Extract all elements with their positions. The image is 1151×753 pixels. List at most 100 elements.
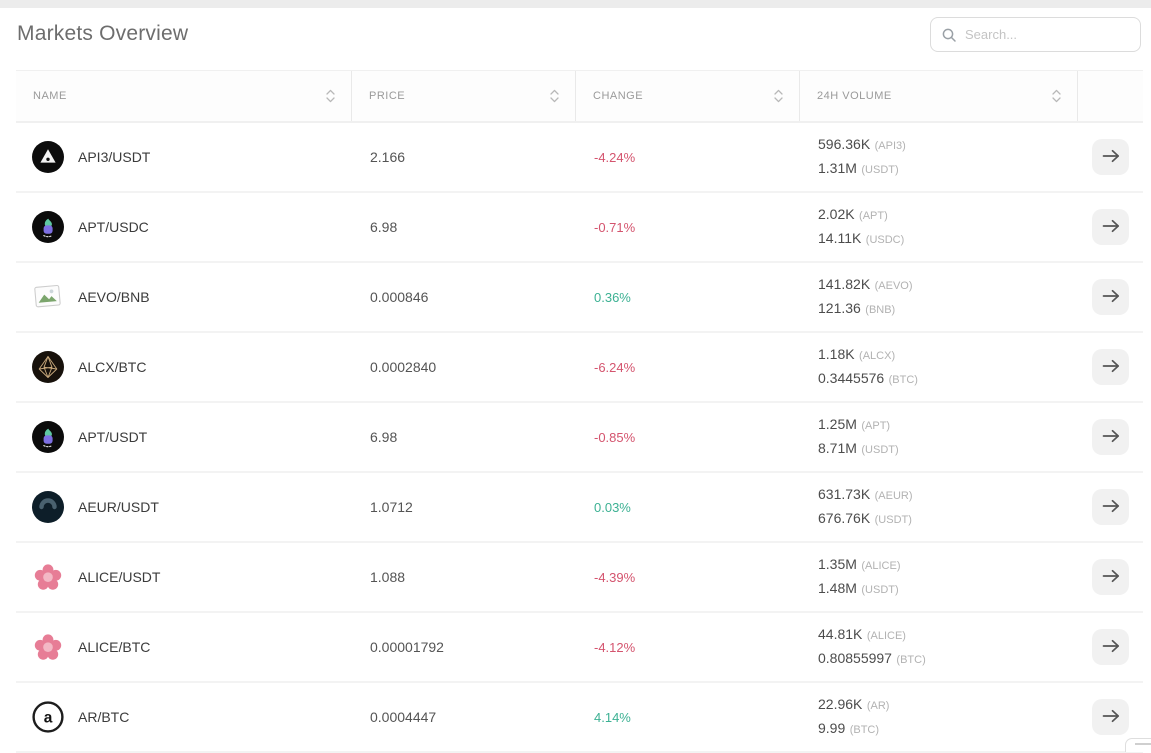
open-market-button[interactable]: [1092, 699, 1129, 735]
top-edge-strip: [0, 0, 1151, 8]
change-value: 0.03%: [594, 500, 631, 515]
table-row[interactable]: ALCX/BTC 0.0002840 -6.24% 1.18K (ALCX) 0…: [16, 333, 1143, 403]
bottom-right-peek-panel: [1125, 738, 1151, 752]
arrow-right-icon: [1102, 359, 1120, 376]
sort-icon: [1052, 89, 1061, 103]
volume-quote-value: 8.71M: [818, 440, 857, 456]
column-header-label: CHANGE: [593, 90, 644, 102]
pair-label: API3/USDT: [78, 149, 151, 165]
price-value: 1.0712: [370, 499, 413, 515]
volume-quote-value: 9.99: [818, 720, 846, 736]
volume-base-value: 44.81K: [818, 626, 863, 642]
open-market-button[interactable]: [1092, 629, 1129, 665]
column-header-name[interactable]: NAME: [16, 71, 352, 121]
volume-quote-value: 676.76K: [818, 510, 871, 526]
sort-icon: [774, 89, 783, 103]
volume-quote-unit: (USDC): [865, 234, 905, 246]
volume-base-value: 1.18K: [818, 346, 855, 362]
arrow-right-icon: [1102, 569, 1120, 586]
column-header-label: 24H VOLUME: [817, 90, 892, 102]
open-market-button[interactable]: [1092, 559, 1129, 595]
volume-quote-unit: (USDT): [861, 444, 899, 456]
broken-image-coin-icon: [32, 281, 64, 313]
sort-icon: [550, 89, 559, 103]
volume-base-unit: (APT): [861, 420, 891, 432]
column-header-price[interactable]: PRICE: [352, 71, 576, 121]
open-market-button[interactable]: [1092, 489, 1129, 525]
search-box[interactable]: [930, 17, 1141, 52]
apt-coin-icon: [32, 421, 64, 453]
pair-label: APT/USDT: [78, 429, 148, 445]
svg-text:a: a: [44, 710, 53, 727]
price-value: 0.0002840: [370, 359, 437, 375]
volume-quote-value: 0.3445576: [818, 370, 885, 386]
open-market-button[interactable]: [1092, 139, 1129, 175]
open-market-button[interactable]: [1092, 349, 1129, 385]
pair-label: ALICE/USDT: [78, 569, 161, 585]
volume-base-unit: (ALCX): [859, 350, 896, 362]
price-value: 0.0004447: [370, 709, 437, 725]
change-value: -6.24%: [594, 360, 636, 375]
volume-base-value: 596.36K: [818, 136, 871, 152]
arrow-right-icon: [1102, 219, 1120, 236]
volume-quote-unit: (BTC): [896, 654, 926, 666]
pair-label: APT/USDC: [78, 219, 149, 235]
arrow-right-icon: [1102, 639, 1120, 656]
table-row[interactable]: AEVO/BNB 0.000846 0.36% 141.82K (AEVO) 1…: [16, 263, 1143, 333]
table-row[interactable]: APT/USDC 6.98 -0.71% 2.02K (APT) 14.11K …: [16, 193, 1143, 263]
price-value: 0.00001792: [370, 639, 444, 655]
change-value: 4.14%: [594, 710, 631, 725]
pair-label: AEVO/BNB: [78, 289, 150, 305]
table-row[interactable]: ALICE/BTC 0.00001792 -4.12% 44.81K (ALIC…: [16, 613, 1143, 683]
volume-base-value: 2.02K: [818, 206, 855, 222]
pair-label: AEUR/USDT: [78, 499, 159, 515]
arrow-right-icon: [1102, 149, 1120, 166]
volume-quote-unit: (USDT): [874, 514, 912, 526]
volume-quote-unit: (BNB): [865, 304, 896, 316]
search-icon: [941, 27, 957, 43]
alice-coin-icon: [32, 561, 64, 593]
volume-quote-value: 1.31M: [818, 160, 857, 176]
apt-coin-icon: [32, 211, 64, 243]
open-market-button[interactable]: [1092, 279, 1129, 315]
change-value: 0.36%: [594, 290, 631, 305]
open-market-button[interactable]: [1092, 209, 1129, 245]
sort-icon: [326, 89, 335, 103]
column-header-label: PRICE: [369, 90, 406, 102]
volume-base-unit: (APT): [859, 210, 888, 222]
volume-quote-unit: (USDT): [861, 164, 899, 176]
price-value: 1.088: [370, 569, 406, 585]
volume-quote-value: 0.80855997: [818, 650, 892, 666]
pair-label: ALICE/BTC: [78, 639, 151, 655]
change-value: -0.71%: [594, 220, 636, 235]
table-header-row: NAME PRICE CHANGE 24H VOLUME: [16, 70, 1143, 123]
column-header-change[interactable]: CHANGE: [576, 71, 800, 121]
volume-base-unit: (ALICE): [861, 560, 901, 572]
arrow-right-icon: [1102, 709, 1120, 726]
volume-base-unit: (AEUR): [874, 490, 913, 502]
volume-base-unit: (API3): [874, 140, 906, 152]
volume-base-unit: (ALICE): [866, 630, 906, 642]
pair-label: ALCX/BTC: [78, 359, 147, 375]
arrow-right-icon: [1102, 499, 1120, 516]
table-body: API3/USDT 2.166 -4.24% 596.36K (API3) 1.…: [16, 123, 1143, 753]
volume-base-value: 22.96K: [818, 696, 863, 712]
search-input[interactable]: [965, 27, 1130, 42]
table-row[interactable]: ALICE/USDT 1.088 -4.39% 1.35M (ALICE) 1.…: [16, 543, 1143, 613]
arrow-right-icon: [1102, 289, 1120, 306]
ar-coin-icon: a: [32, 701, 64, 733]
column-header-24h-volume[interactable]: 24H VOLUME: [800, 71, 1078, 121]
table-row[interactable]: APT/USDT 6.98 -0.85% 1.25M (APT) 8.71M (…: [16, 403, 1143, 473]
open-market-button[interactable]: [1092, 419, 1129, 455]
price-value: 2.166: [370, 149, 406, 165]
table-row[interactable]: API3/USDT 2.166 -4.24% 596.36K (API3) 1.…: [16, 123, 1143, 193]
change-value: -4.12%: [594, 640, 636, 655]
table-row[interactable]: AEUR/USDT 1.0712 0.03% 631.73K (AEUR) 67…: [16, 473, 1143, 543]
column-header-actions: [1078, 71, 1143, 121]
api3-coin-icon: [32, 141, 64, 173]
change-value: -4.24%: [594, 150, 636, 165]
change-value: -4.39%: [594, 570, 636, 585]
volume-quote-unit: (USDT): [861, 584, 899, 596]
alcx-coin-icon: [32, 351, 64, 383]
table-row[interactable]: a AR/BTC 0.0004447 4.14% 22.96K (AR) 9.9…: [16, 683, 1143, 753]
